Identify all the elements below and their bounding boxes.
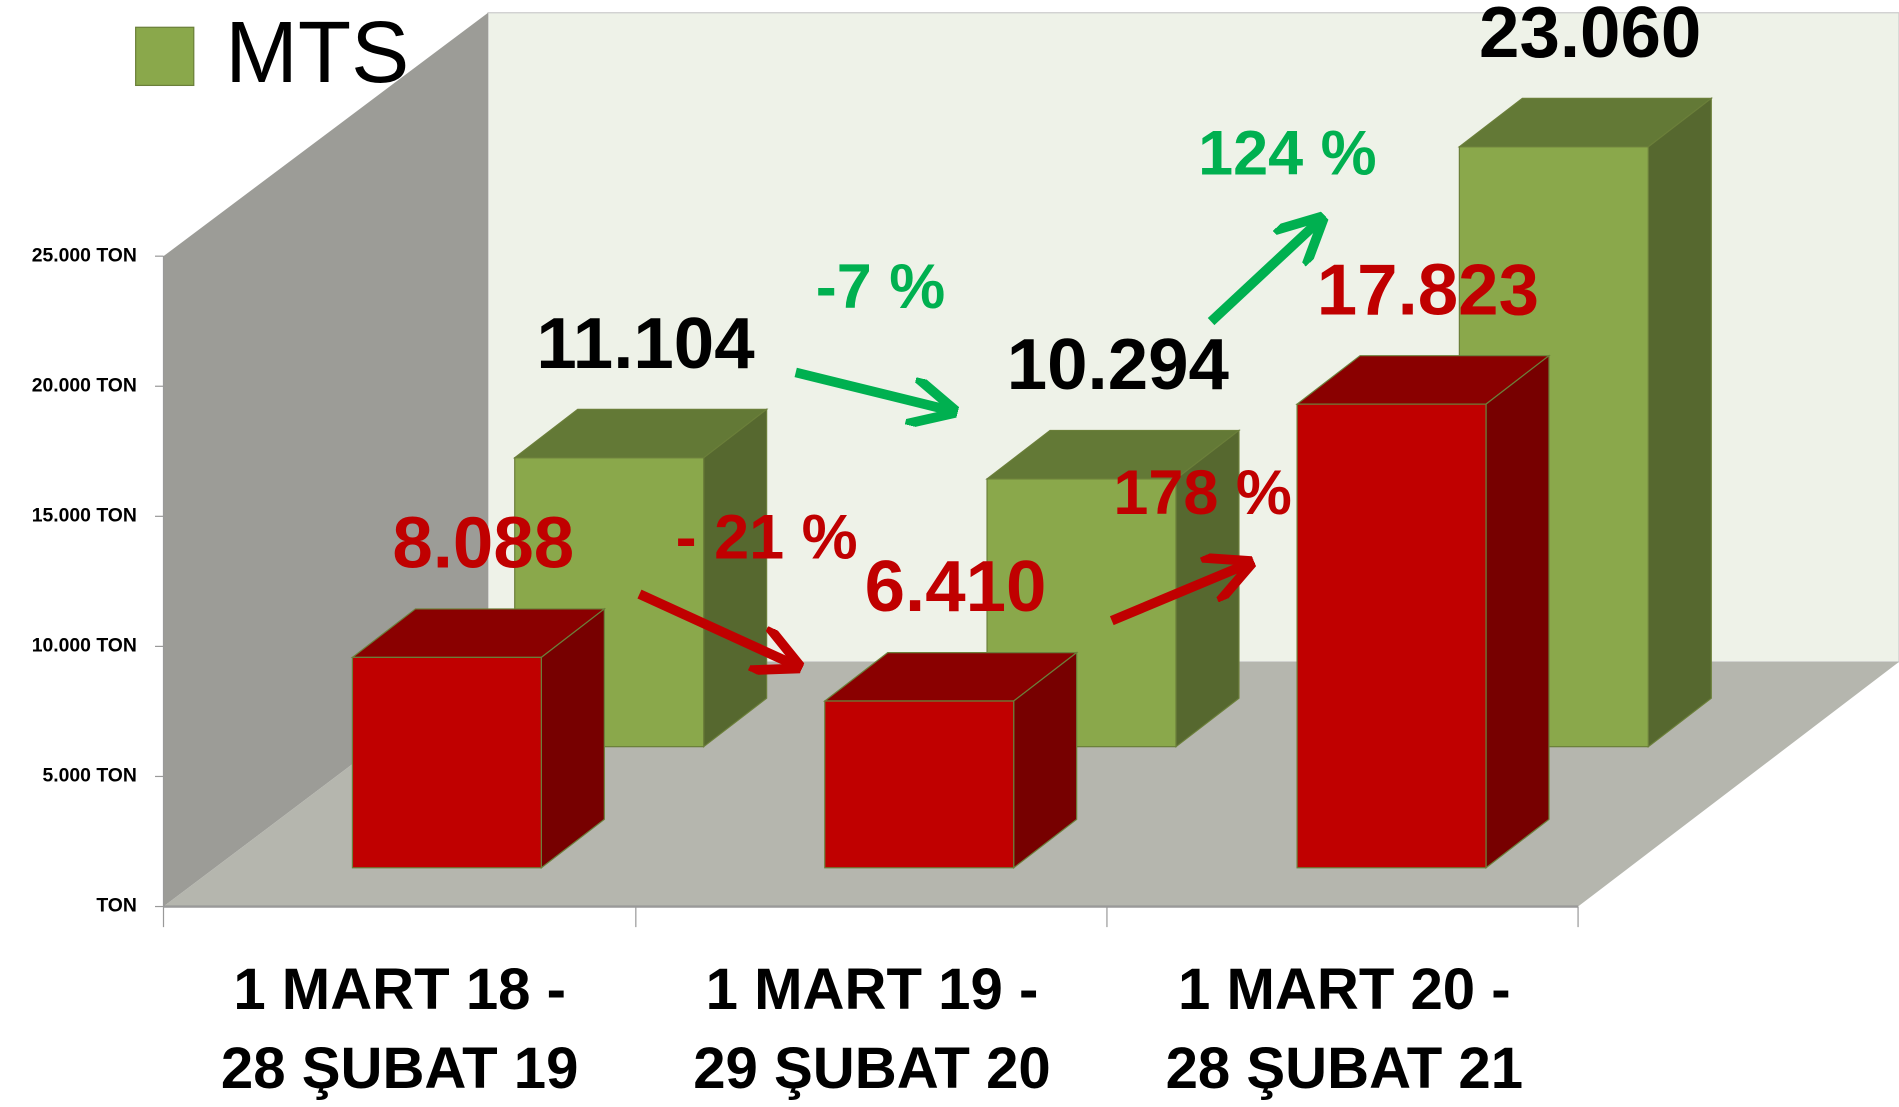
value-label: 10.294 [1007, 324, 1230, 405]
bar [351, 656, 542, 869]
bar [824, 700, 1015, 869]
y-tick-label: 5.000 TON [43, 765, 137, 787]
legend-label: MTS [225, 4, 409, 101]
marks [350, 97, 1714, 870]
value-label: 17.823 [1317, 249, 1539, 330]
value-label: 6.410 [865, 546, 1047, 627]
value-label: 8.088 [392, 503, 574, 584]
arrow [1207, 222, 1318, 326]
x-tick-label: 1 MART 18 - [233, 957, 566, 1022]
y-tick-label: 10.000 TON [32, 635, 137, 657]
bar [1296, 403, 1487, 869]
arrow [1109, 565, 1245, 626]
y-tick-label: 20.000 TON [32, 374, 137, 396]
annotation: -7 % [816, 252, 945, 322]
arrow [637, 589, 793, 664]
value-label: 11.104 [536, 303, 755, 384]
y-tick-label: 15.000 TON [32, 504, 137, 526]
bar-side [703, 408, 768, 748]
x-tick-label: 1 MART 20 - [1178, 957, 1511, 1022]
annotation: 178 % [1113, 458, 1292, 528]
y-tick-label: 25.000 TON [32, 244, 137, 266]
legend-swatch [135, 26, 195, 87]
arrow [794, 367, 949, 410]
x-tick-label: 29 ŞUBAT 20 [693, 1036, 1051, 1101]
bar-side [1485, 354, 1550, 870]
x-tick-label: 28 ŞUBAT 21 [1166, 1036, 1524, 1101]
x-tick-label: 1 MART 19 - [706, 957, 1039, 1022]
bar-side [1647, 97, 1712, 748]
annotation: 124 % [1198, 119, 1377, 189]
value-label: 23.060 [1479, 0, 1701, 73]
annotation: - 21 % [676, 503, 858, 573]
x-tick-label: 28 ŞUBAT 19 [221, 1036, 579, 1101]
y-tick-label: TON [96, 895, 137, 917]
